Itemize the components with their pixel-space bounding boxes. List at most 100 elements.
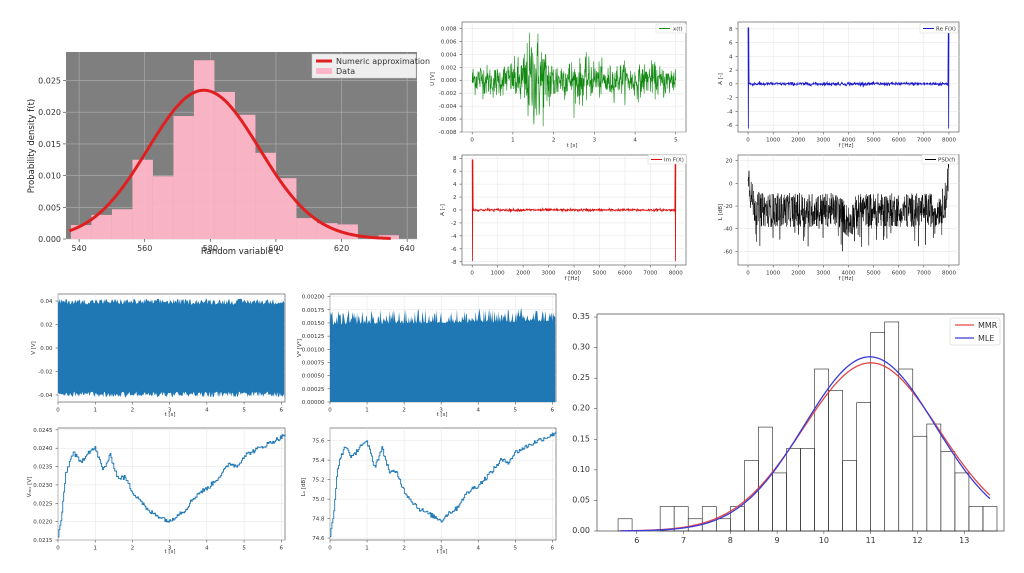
histogram-bar xyxy=(173,116,194,239)
x-tick-label: 6 xyxy=(551,546,555,552)
legend-label-data: Data xyxy=(336,67,355,76)
y-tick-label: 0.006 xyxy=(441,39,457,45)
y-tick-label: 74.6 xyxy=(312,536,325,542)
y-tick-label: 4 xyxy=(729,54,733,60)
histogram-x-ticks: 540 560 580 600 620 640 xyxy=(71,239,415,253)
legend-swatch-data xyxy=(316,68,332,74)
x-tick-label: 8000 xyxy=(669,271,683,277)
sound-level-y-label: Lᵤ [dB] xyxy=(301,478,307,497)
x-tick-label: 3 xyxy=(168,408,172,414)
y-tick-label: 0.015 xyxy=(38,140,61,149)
histogram-y-label: Probability density f(t) xyxy=(27,99,37,193)
y-tick-label: 0.005 xyxy=(38,203,61,212)
psd-y-ticks: -60 -40 -20 0 20 xyxy=(724,159,738,255)
x-tick-label: 620 xyxy=(334,244,349,253)
histogram-bar xyxy=(255,152,276,239)
x-tick-label: 13 xyxy=(959,536,969,545)
y-tick-label: 0.00175 xyxy=(302,308,325,314)
x-tick-label: 1 xyxy=(93,546,97,552)
sound-level-y-ticks: 74.6 74.8 75.0 75.2 75.4 75.6 xyxy=(312,439,330,542)
x-tick-label: 10 xyxy=(819,536,829,545)
real-spectrum-y-ticks: -6 -4 -2 0 2 4 6 8 xyxy=(727,27,738,129)
x-tick-label: 3 xyxy=(168,546,172,552)
y-tick-label: -6 xyxy=(727,123,733,129)
time-signal-x-ticks: 0 1 2 3 4 5 xyxy=(470,132,678,144)
x-tick-label: 1 xyxy=(511,138,515,144)
y-tick-label: -2 xyxy=(451,221,456,227)
estimator-chart: 6 7 8 9 10 11 12 13 0.00 0.05 0.10 0.15 0.20 0.25 0.3… xyxy=(572,312,1005,545)
histogram-legend: Numeric approximation Data xyxy=(311,53,430,79)
legend-label-numeric: Numeric approximation xyxy=(336,57,430,66)
voltage-chart: 0 1 2 3 4 5 6 -0.04 -0.02 0.00 0.02 0.04 t [s] V [… xyxy=(31,293,286,418)
time-signal-x-label: t [s] xyxy=(566,143,577,149)
x-tick-label: 7000 xyxy=(917,138,931,144)
y-tick-label: -0.004 xyxy=(439,104,457,110)
y-tick-label: 4 xyxy=(453,182,457,188)
x-tick-label: 640 xyxy=(400,244,415,253)
x-tick-label: 560 xyxy=(137,244,152,253)
x-tick-label: 3000 xyxy=(816,271,830,277)
sound-level-x-ticks: 0 1 2 3 4 5 6 xyxy=(328,540,555,552)
y-tick-label: 0.0235 xyxy=(33,465,53,471)
y-tick-label: 6 xyxy=(729,41,733,47)
y-tick-label: 0.0240 xyxy=(33,446,53,452)
y-tick-label: 0.04 xyxy=(40,299,53,305)
sound-level-line xyxy=(330,431,557,537)
y-tick-label: -60 xyxy=(724,249,733,255)
x-tick-label: 5000 xyxy=(867,271,881,277)
y-tick-label: -0.006 xyxy=(439,117,457,123)
x-tick-label: 580 xyxy=(203,244,218,253)
imag-spectrum-y-ticks: -8 -6 -4 -2 0 2 4 6 8 xyxy=(451,156,462,266)
imag-spectrum-legend-label: Im F(X) xyxy=(664,158,684,164)
y-tick-label: -8 xyxy=(451,260,457,266)
sound-level-plot-area xyxy=(329,427,557,541)
x-tick-label: 3 xyxy=(439,546,443,552)
x-tick-label: 6 xyxy=(280,546,284,552)
y-tick-label: 8 xyxy=(453,156,457,162)
y-tick-label: 2 xyxy=(453,195,457,201)
y-tick-label: 0.0220 xyxy=(33,520,53,526)
y-tick-label: 0.05 xyxy=(572,495,590,504)
y-tick-label: 0.00 xyxy=(40,346,53,352)
x-tick-label: 0 xyxy=(328,408,332,414)
y-tick-label: 0 xyxy=(453,208,457,214)
psd-line xyxy=(747,158,950,252)
y-tick-label: 0.00 xyxy=(572,526,590,535)
x-tick-label: 2 xyxy=(552,138,556,144)
estimator-bar xyxy=(982,506,998,532)
y-tick-label: -2 xyxy=(727,96,732,102)
histogram-x-label: Random variable t xyxy=(201,247,280,257)
x-tick-label: 3 xyxy=(593,138,597,144)
x-tick-label: 6000 xyxy=(892,138,906,144)
imag-spectrum-chart: 0 1000 2000 3000 4000 5000 6000 7000 8000 -8 -6 -4… xyxy=(440,154,687,282)
y-tick-label: 0.0215 xyxy=(33,538,53,544)
y-tick-label: 0.20 xyxy=(572,404,590,413)
histogram-bar xyxy=(214,91,235,239)
voltage-y-label: V [V] xyxy=(31,341,37,355)
y-tick-label: -0.008 xyxy=(439,130,457,136)
y-tick-label: -6 xyxy=(451,247,457,253)
histogram-chart: 540 560 580 600 620 640 0.0000.0050.0100.0150… xyxy=(27,52,430,257)
time-signal-legend: x(t) xyxy=(655,23,687,34)
x-tick-label: 6 xyxy=(634,536,639,545)
x-tick-label: 2 xyxy=(402,546,406,552)
vrms-x-ticks: 0 1 2 3 4 5 6 xyxy=(56,540,284,552)
x-tick-label: 4 xyxy=(205,546,209,552)
y-tick-label: 0.10 xyxy=(572,465,590,474)
voltage-signal xyxy=(58,298,285,398)
x-tick-label: 5000 xyxy=(867,138,881,144)
numeric-approximation-curve xyxy=(68,88,391,240)
x-tick-label: 2 xyxy=(402,408,406,414)
y-tick-label: 0.00125 xyxy=(302,334,325,340)
y-tick-label: 0.025 xyxy=(38,77,61,86)
x-tick-label: 3000 xyxy=(816,138,830,144)
x-tick-label: 8 xyxy=(728,536,733,545)
x-tick-label: 5 xyxy=(513,408,517,414)
x-tick-label: 0 xyxy=(470,138,474,144)
y-tick-label: 8 xyxy=(729,27,733,33)
time-signal-chart: 0 1 2 3 4 5 -0.008 -0.006 -0.004 -0.002 0.000 0.00… xyxy=(430,21,687,149)
x-tick-label: 4000 xyxy=(842,138,856,144)
vrms-x-label: t [s] xyxy=(164,549,175,555)
mle-curve xyxy=(620,356,991,532)
histogram-bar xyxy=(91,214,112,239)
